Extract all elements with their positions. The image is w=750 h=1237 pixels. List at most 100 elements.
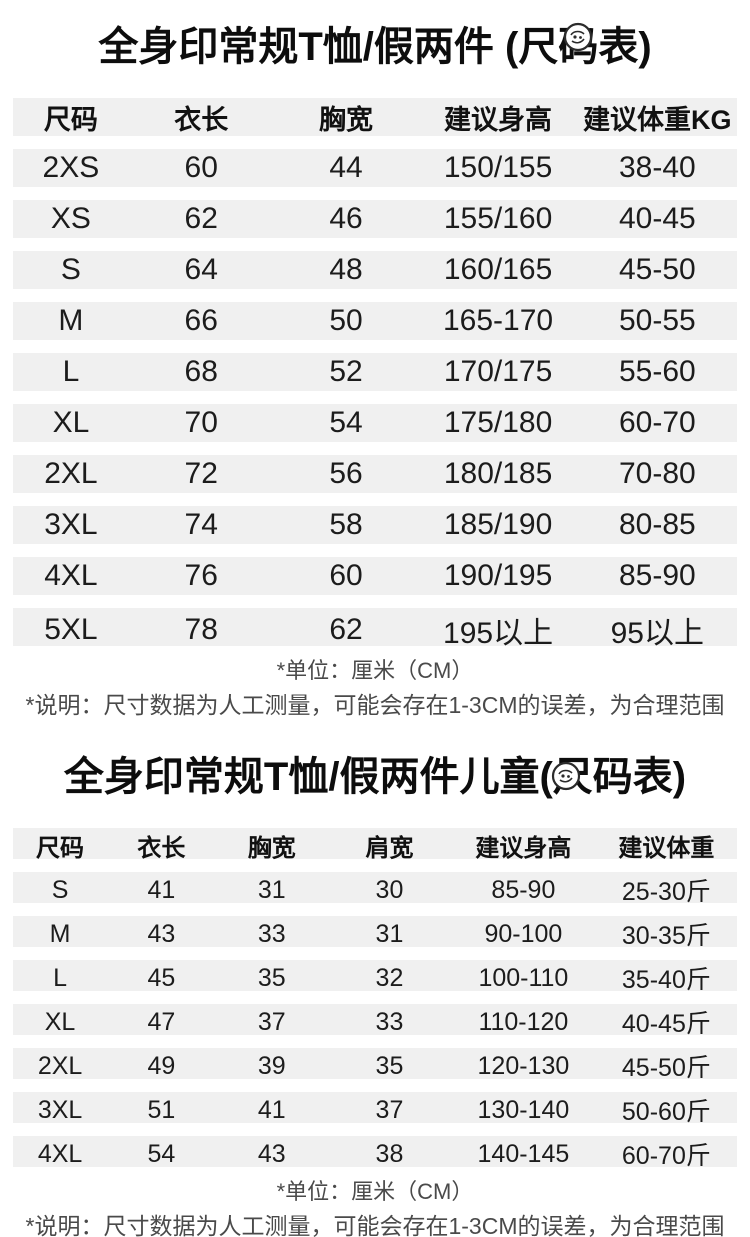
table-cell: S bbox=[60, 253, 81, 286]
table-row: 2XS 60 44 150/155 38-40 bbox=[13, 149, 737, 187]
table-cell: M bbox=[58, 304, 84, 337]
table-cell: 35 bbox=[375, 1051, 404, 1080]
table-row: XL 70 54 175/180 60-70 bbox=[13, 404, 737, 442]
table-cell: 150/155 bbox=[443, 151, 553, 184]
table-cell: 44 bbox=[329, 151, 363, 184]
table-cell: 45-50斤 bbox=[621, 1054, 711, 1082]
table-row: L 68 52 170/175 55-60 bbox=[13, 353, 737, 391]
table-cell: L bbox=[62, 355, 80, 388]
table-cell: 4XL bbox=[37, 1139, 83, 1168]
table-cell: 180/185 bbox=[443, 457, 553, 490]
table-cell: 155/160 bbox=[443, 202, 553, 235]
table-cell: 48 bbox=[329, 253, 363, 286]
table-cell: 66 bbox=[184, 304, 218, 337]
header-cell: 建议身高 bbox=[444, 105, 553, 135]
kids-disclaimer-note: *说明：尺寸数据为人工测量，可能会存在1-3CM的误差，为合理范围 bbox=[25, 1213, 725, 1237]
table-cell: 70-80 bbox=[618, 457, 696, 490]
table-row: M 66 50 165-170 50-55 bbox=[13, 302, 737, 340]
table-cell: 110-120 bbox=[478, 1007, 569, 1036]
table-cell: 52 bbox=[329, 355, 363, 388]
table-cell: 49 bbox=[147, 1051, 176, 1080]
table-cell: 120-130 bbox=[477, 1051, 570, 1080]
adult-size-table: 尺码 衣长 胸宽 建议身高 建议体重KG 2XS 60 44 150/155 38-40 XS 62 4… bbox=[13, 98, 737, 650]
table-cell: 45 bbox=[147, 963, 176, 992]
table-cell: 47 bbox=[147, 1007, 176, 1036]
kids-size-table: 尺码 衣长 胸宽 肩宽 建议身高 建议体重 S 41 31 30 85-90 25-30斤 M 43 33 3… bbox=[13, 828, 737, 1170]
table-cell: 35 bbox=[257, 963, 286, 992]
table-header-row: 尺码 衣长 胸宽 肩宽 建议身高 建议体重 bbox=[13, 828, 737, 862]
table-cell: 60-70斤 bbox=[621, 1142, 711, 1170]
header-cell: 胸宽 bbox=[319, 105, 374, 135]
table-cell: 165-170 bbox=[443, 304, 554, 337]
table-cell: 78 bbox=[184, 613, 218, 646]
table-cell: 37 bbox=[375, 1095, 404, 1124]
table-cell: 31 bbox=[257, 875, 286, 904]
table-row: M 43 33 31 90-100 30-35斤 bbox=[13, 916, 737, 950]
table-cell: 46 bbox=[329, 202, 363, 235]
table-cell: 25-30斤 bbox=[621, 878, 711, 906]
table-cell: 60 bbox=[329, 559, 363, 592]
table-cell: S bbox=[51, 875, 69, 904]
table-cell: 54 bbox=[147, 1139, 176, 1168]
table-cell: 85-90 bbox=[491, 875, 556, 904]
table-cell: XL bbox=[44, 1007, 76, 1036]
header-cell: 尺码 bbox=[36, 835, 85, 862]
table-cell: 2XL bbox=[44, 457, 98, 490]
table-row: 4XL 54 43 38 140-145 60-70斤 bbox=[13, 1136, 737, 1170]
table-cell: 100-110 bbox=[478, 963, 569, 992]
header-cell: 胸宽 bbox=[247, 835, 296, 862]
table-cell: 50-60斤 bbox=[621, 1098, 711, 1126]
table-cell: XL bbox=[52, 406, 90, 439]
adult-size-chart-title: 全身印常规T恤/假两件 (尺码表) bbox=[98, 25, 652, 69]
table-cell: 140-145 bbox=[477, 1139, 570, 1168]
table-row: 3XL 74 58 185/190 80-85 bbox=[13, 506, 737, 544]
table-cell: 32 bbox=[375, 963, 404, 992]
table-cell: 54 bbox=[329, 406, 363, 439]
table-cell: M bbox=[49, 919, 71, 948]
table-cell: 3XL bbox=[44, 508, 98, 541]
table-cell: 64 bbox=[184, 253, 218, 286]
table-cell: 90-100 bbox=[484, 919, 563, 948]
table-cell: 62 bbox=[329, 613, 363, 646]
table-cell: 5XL bbox=[44, 613, 98, 646]
table-row: XL 47 37 33 110-120 40-45斤 bbox=[13, 1004, 737, 1038]
table-cell: 76 bbox=[184, 559, 218, 592]
table-cell: 62 bbox=[184, 202, 218, 235]
kids-unit-note: *单位：厘米（CM） bbox=[276, 1179, 474, 1204]
table-cell: 2XS bbox=[42, 151, 100, 184]
table-cell: 31 bbox=[375, 919, 404, 948]
table-cell: 37 bbox=[257, 1007, 286, 1036]
table-row: S 41 31 30 85-90 25-30斤 bbox=[13, 872, 737, 906]
header-cell: 建议体重KG bbox=[583, 105, 732, 135]
table-cell: 50-55 bbox=[618, 304, 696, 337]
table-cell: 175/180 bbox=[443, 406, 553, 439]
table-cell: 74 bbox=[184, 508, 218, 541]
table-cell: 50 bbox=[329, 304, 363, 337]
table-cell: 33 bbox=[257, 919, 286, 948]
table-cell: 40-45斤 bbox=[621, 1010, 711, 1038]
adult-disclaimer-note: *说明：尺寸数据为人工测量，可能会存在1-3CM的误差，为合理范围 bbox=[25, 692, 725, 718]
table-cell: 30-35斤 bbox=[621, 922, 711, 950]
table-row: 2XL 49 39 35 120-130 45-50斤 bbox=[13, 1048, 737, 1082]
table-cell: 40-45 bbox=[618, 202, 696, 235]
table-row: 5XL 78 62 195以上 95以上 bbox=[13, 608, 737, 650]
table-cell: 35-40斤 bbox=[621, 966, 711, 994]
table-cell: 3XL bbox=[37, 1095, 83, 1124]
table-cell: 80-85 bbox=[618, 508, 696, 541]
table-cell: 190/195 bbox=[443, 559, 553, 592]
kids-size-chart-title: 全身印常规T恤/假两件儿童(尺码表) bbox=[63, 755, 687, 799]
table-header-row: 尺码 衣长 胸宽 建议身高 建议体重KG bbox=[13, 98, 737, 136]
table-cell: 56 bbox=[329, 457, 363, 490]
table-cell: XS bbox=[50, 202, 91, 235]
header-cell: 衣长 bbox=[174, 105, 229, 135]
table-row: XS 62 46 155/160 40-45 bbox=[13, 200, 737, 238]
table-cell: 60 bbox=[184, 151, 218, 184]
table-cell: 43 bbox=[147, 919, 176, 948]
table-cell: 51 bbox=[147, 1095, 176, 1124]
table-cell: 70 bbox=[184, 406, 218, 439]
table-cell: 160/165 bbox=[443, 253, 553, 286]
table-cell: 185/190 bbox=[443, 508, 553, 541]
table-cell: 43 bbox=[257, 1139, 286, 1168]
table-row: 2XL 72 56 180/185 70-80 bbox=[13, 455, 737, 493]
